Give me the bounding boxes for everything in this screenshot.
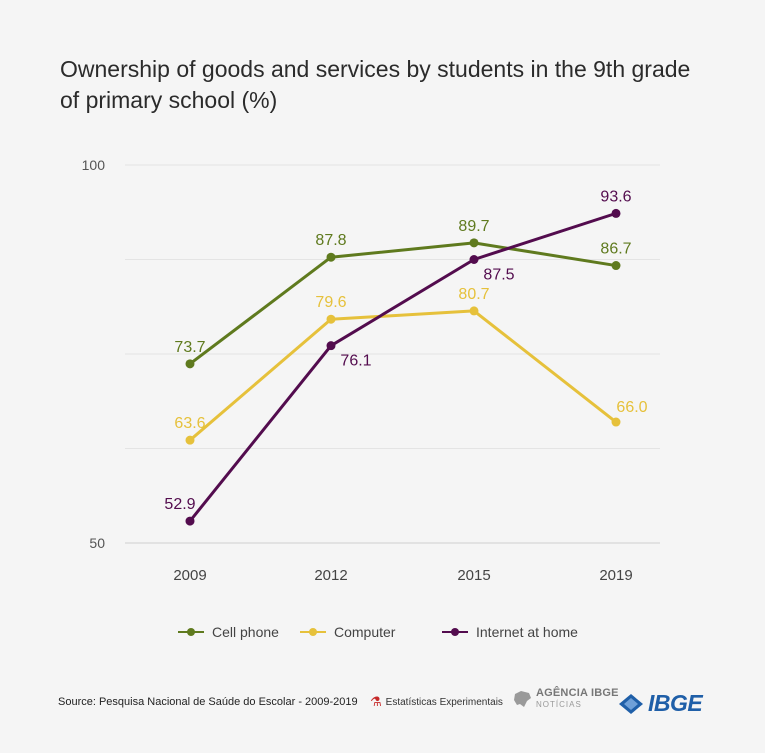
data-point	[326, 252, 336, 262]
ibge-diamond-icon	[619, 693, 643, 714]
flask-icon: ⚗	[370, 694, 382, 709]
data-point	[326, 314, 336, 324]
legend-item-cell-phone: Cell phone	[178, 624, 279, 640]
legend-label-internet-at-home: Internet at home	[476, 624, 578, 640]
data-point	[185, 516, 195, 526]
brazil-map-icon	[514, 691, 531, 707]
ibge-wordmark: IBGE	[648, 690, 703, 716]
data-label: 89.7	[458, 218, 489, 235]
footer: Source: Pesquisa Nacional de Saúde do Es…	[0, 680, 765, 730]
data-label: 80.7	[458, 286, 489, 303]
series-line	[189, 241, 617, 366]
series-line	[188, 211, 617, 523]
data-label: 86.7	[600, 241, 631, 258]
legend-label-cell-phone: Cell phone	[212, 624, 279, 640]
data-label: 87.8	[315, 232, 346, 249]
data-label: 66.0	[616, 399, 647, 416]
x-tick-label: 2019	[599, 567, 632, 584]
data-point	[185, 435, 195, 445]
data-label: 79.6	[315, 294, 346, 311]
x-tick-label: 2015	[457, 567, 490, 584]
series-line	[189, 309, 617, 442]
data-label: 76.1	[340, 353, 371, 370]
x-tick-label: 2012	[314, 567, 347, 584]
source-text: Source: Pesquisa Nacional de Saúde do Es…	[58, 696, 358, 708]
x-tick-label: 2009	[173, 567, 206, 584]
estatisticas-label: Estatísticas Experimentais	[385, 696, 503, 708]
data-point	[185, 359, 195, 369]
agencia-label: AGÊNCIA IBGE	[536, 687, 619, 699]
line-chart: 50 100 2009 2012 2015 2019 73.7 87.8 89.7 86.7 63.…	[82, 157, 660, 584]
data-point	[611, 261, 621, 271]
estatisticas-experimentais-logo: ⚗ Estatísticas Experimentais	[370, 694, 503, 710]
legend-swatch-internet-at-home	[442, 625, 468, 639]
legend: Cell phone Computer Internet at home	[0, 624, 765, 648]
data-point	[469, 255, 479, 264]
y-tick-label: 100	[82, 157, 106, 173]
data-point	[611, 208, 621, 218]
data-label: 63.6	[174, 415, 205, 432]
ibge-logo: IBGE	[617, 690, 703, 717]
legend-swatch-cell-phone	[178, 625, 204, 639]
data-label: 73.7	[174, 339, 205, 356]
data-point	[611, 417, 621, 427]
legend-item-computer: Computer	[300, 624, 395, 640]
data-point	[469, 306, 479, 316]
data-label: 93.6	[600, 188, 631, 205]
legend-swatch-computer	[300, 625, 326, 639]
noticias-label: NOTÍCIAS	[536, 700, 582, 709]
y-tick-label: 50	[89, 535, 105, 551]
legend-label-computer: Computer	[334, 624, 396, 640]
data-label: 87.5	[483, 267, 514, 284]
data-label: 52.9	[164, 496, 195, 513]
data-point	[469, 238, 479, 248]
data-point	[326, 341, 336, 351]
agencia-ibge-logo: AGÊNCIA IBGE NOTÍCIAS	[512, 688, 619, 710]
chart-title: Ownership of goods and services by stude…	[60, 56, 691, 113]
legend-item-internet-at-home: Internet at home	[442, 624, 578, 640]
